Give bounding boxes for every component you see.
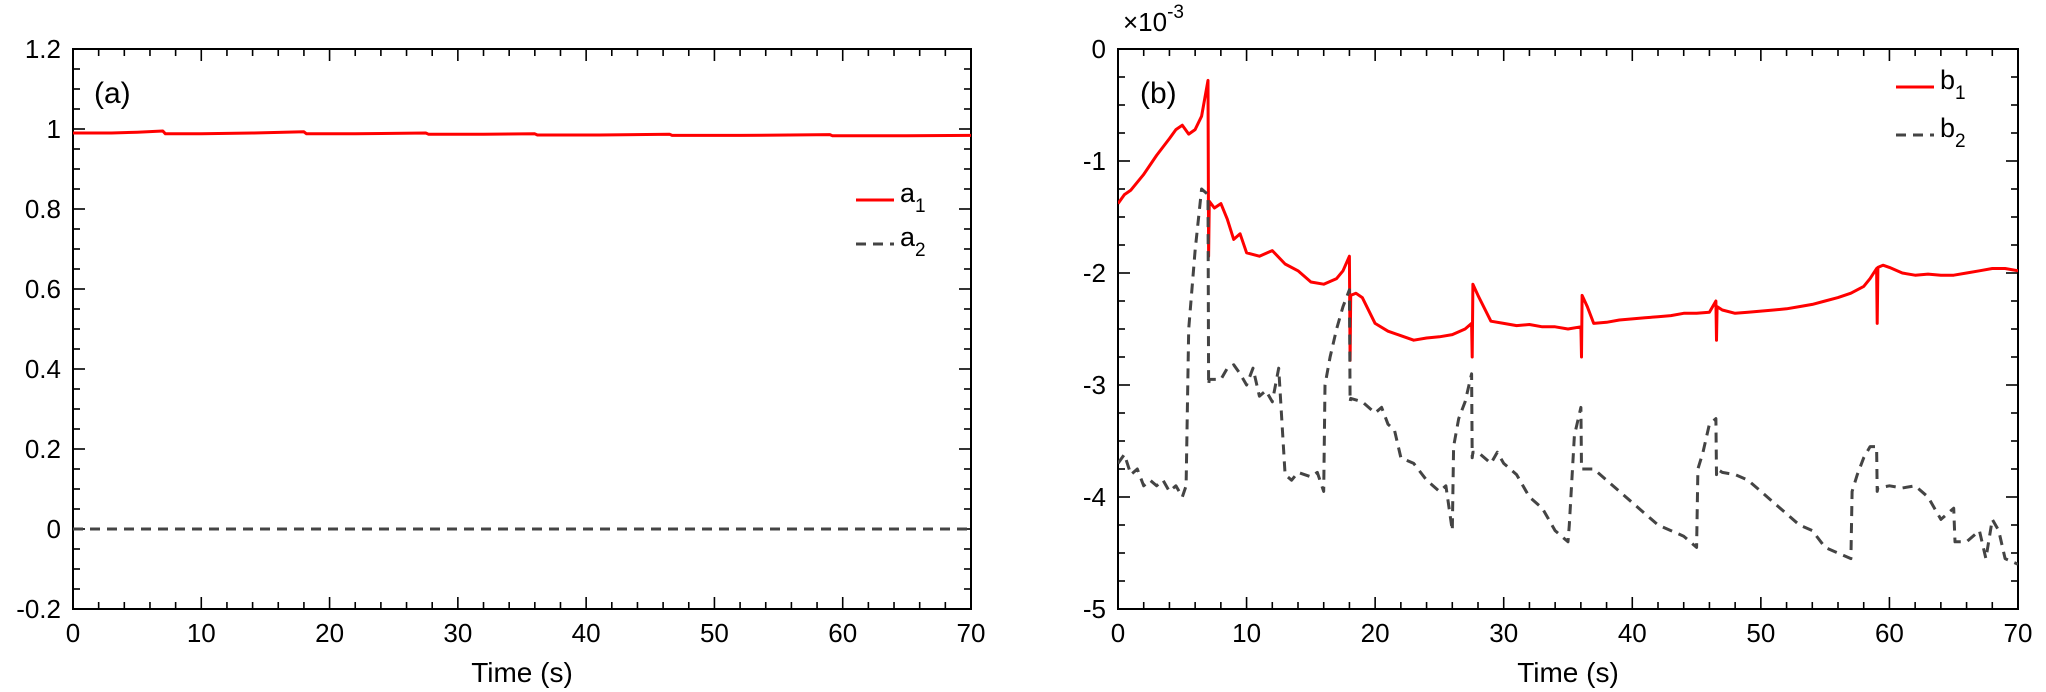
panel-b-x-tick-label: 20 — [1361, 618, 1390, 648]
panel-a-y-tick-label: -0.2 — [16, 594, 61, 624]
panel-b-x-tick-label: 70 — [2004, 618, 2033, 648]
panel-a-series-a1-line — [73, 129, 971, 138]
panel-a-chart: 0 10 20 30 40 50 60 70-0.200.20.40.60.811.2Time… — [16, 34, 985, 688]
panel-b-axis-multiplier-exponent: -3 — [1167, 2, 1184, 23]
panel-a-legend-subscript-a1: 1 — [915, 196, 926, 217]
panel-a-label: (a) — [94, 77, 131, 110]
panel-b-series-b1-line — [1118, 78, 2018, 362]
panel-a-y-tick-label: 0.2 — [25, 434, 61, 464]
panel-a-x-tick-label: 10 — [187, 618, 216, 648]
panel-b-legend-label-b2: b2 — [1940, 113, 1966, 152]
panel-a-legend-label-a2: a2 — [900, 222, 926, 261]
panel-b-x-tick-label: 0 — [1111, 618, 1125, 648]
panel-a-x-tick-label: 60 — [828, 618, 857, 648]
panel-b-y-tick-label: -2 — [1083, 258, 1106, 288]
panel-a-x-tick-label: 30 — [443, 618, 472, 648]
panel-a-x-tick-label: 50 — [700, 618, 729, 648]
panel-a-legend-label-a1: a1 — [900, 178, 926, 217]
panel-a-x-axis-title: Time (s) — [471, 657, 573, 688]
panel-a-y-tick-label: 0.4 — [25, 354, 61, 384]
panel-b-legend: b1 b2 — [1896, 65, 1966, 152]
panel-a-y-tick-label: 1.2 — [25, 34, 61, 64]
panel-b-x-tick-label: 40 — [1618, 618, 1647, 648]
panel-a-legend-subscript-a2: 2 — [915, 240, 926, 261]
panel-b-y-tick-label: -5 — [1083, 594, 1106, 624]
panel-b-legend-label-b1: b1 — [1940, 65, 1966, 104]
panel-a-y-tick-label: 0 — [47, 514, 61, 544]
panel-a-x-tick-label: 20 — [315, 618, 344, 648]
panel-b-y-tick-label: -3 — [1083, 370, 1106, 400]
panel-a-x-tick-label: 70 — [957, 618, 986, 648]
panel-b-x-axis-title: Time (s) — [1517, 657, 1619, 688]
panel-b-y-tick-label: -4 — [1083, 482, 1106, 512]
panel-b-legend-subscript-b1: 1 — [1955, 83, 1966, 104]
panel-a-legend: a1 a2 — [856, 178, 926, 261]
panel-b-x-tick-label: 10 — [1232, 618, 1261, 648]
panel-a-x-tick-label: 0 — [66, 618, 80, 648]
panel-b-axis-multiplier: ×10-3 — [1123, 2, 1184, 37]
panel-b-label: (b) — [1140, 77, 1177, 110]
panel-b-y-tick-label: 0 — [1092, 34, 1106, 64]
panel-a-y-tick-label: 1 — [47, 114, 61, 144]
panel-b-y-tick-label: -1 — [1083, 146, 1106, 176]
panel-b-chart: 0 10 20 30 40 50 60 70 -5 -4 -3 -2 -1 0 Time (s) ×10-3 (… — [1083, 2, 2033, 688]
panel-b-x-tick-label: 30 — [1489, 618, 1518, 648]
panel-b-x-tick-label: 50 — [1746, 618, 1775, 648]
panel-b-x-tick-label: 60 — [1875, 618, 1904, 648]
panel-b-legend-subscript-b2: 2 — [1955, 131, 1966, 152]
panel-a-y-tick-label: 0.6 — [25, 274, 61, 304]
panel-a-x-tick-label: 40 — [572, 618, 601, 648]
panel-b-series-b2-line — [1118, 187, 2018, 566]
panel-a-y-tick-label: 0.8 — [25, 194, 61, 224]
